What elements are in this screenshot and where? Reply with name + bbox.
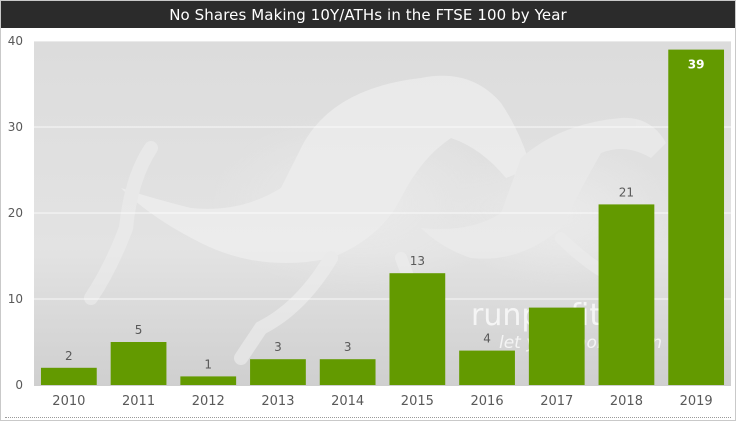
data-label-2014: 3 [344,340,352,354]
bar-2019[interactable] [668,49,725,385]
y-tick-label: 20 [8,206,23,220]
y-axis: 0 10 20 30 40 [8,34,23,392]
bar-2018[interactable] [598,204,655,385]
x-tick-label-2011: 2011 [122,394,155,409]
x-axis: 2010 2011 2012 2013 2014 2015 2016 2017 2018 2019 [52,394,712,409]
bars [40,49,725,385]
bar-2011[interactable] [110,342,167,385]
x-tick-label-2013: 2013 [261,394,294,409]
y-tick-label: 0 [15,378,23,392]
data-label-2011: 5 [135,323,143,337]
bar-2014[interactable] [319,359,376,385]
x-tick-label-2010: 2010 [52,394,85,409]
bar-2012[interactable] [180,376,237,385]
bar-2013[interactable] [250,359,306,385]
data-label-2013: 3 [274,340,282,354]
x-tick-label-2018: 2018 [610,394,643,409]
y-tick-label: 10 [8,292,23,306]
bar-2016[interactable] [459,350,515,385]
x-tick-label-2015: 2015 [401,394,434,409]
data-label-2010: 2 [65,349,73,363]
x-tick-label-2016: 2016 [471,394,504,409]
bottom-divider [5,417,731,418]
data-label-2015: 13 [410,254,425,268]
x-tick-label-2012: 2012 [192,394,225,409]
y-tick-label: 40 [8,34,23,48]
data-label-2016: 4 [483,332,491,346]
x-tick-label-2019: 2019 [680,394,713,409]
data-label-2018: 21 [619,185,634,199]
bar-2017[interactable] [528,307,585,385]
data-label-2019: 39 [688,58,705,72]
x-tick-label-2014: 2014 [331,394,364,409]
bar-2010[interactable] [40,367,97,385]
chart-title: No Shares Making 10Y/ATHs in the FTSE 10… [1,1,735,28]
y-tick-label: 30 [8,120,23,134]
bar-2015[interactable] [389,273,446,385]
data-label-2012: 1 [204,357,212,371]
x-tick-label-2017: 2017 [540,394,573,409]
